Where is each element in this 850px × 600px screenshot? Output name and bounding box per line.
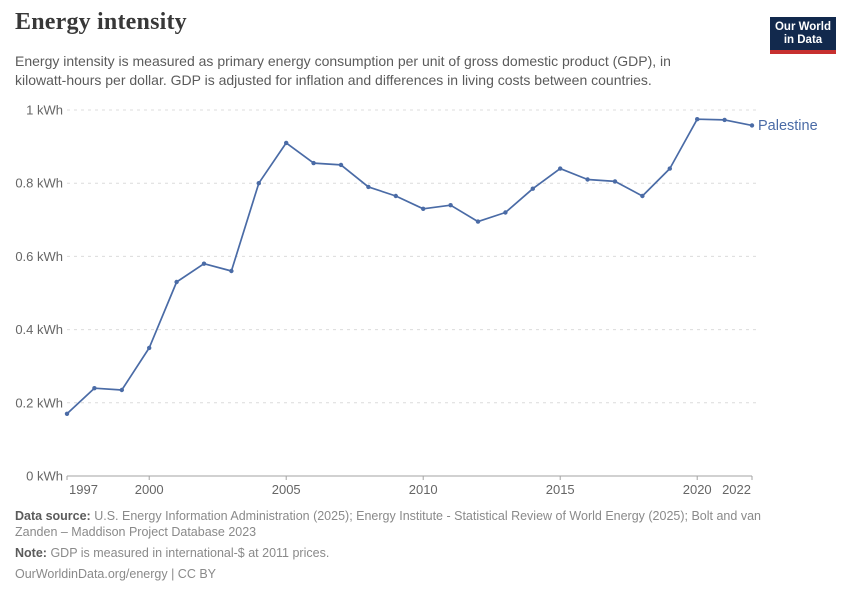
- page-title: Energy intensity: [15, 9, 187, 35]
- data-point: [421, 206, 426, 211]
- owid-logo-line1: Our World: [774, 21, 831, 33]
- owid-logo[interactable]: Our World in Data: [770, 17, 836, 54]
- data-point: [201, 261, 207, 266]
- note-line: Note: GDP is measured in international-$…: [15, 545, 827, 561]
- note-text: GDP is measured in international-$ at 20…: [50, 546, 330, 560]
- data-source-line: Data source: U.S. Energy Information Adm…: [15, 508, 827, 540]
- data-point: [119, 387, 125, 393]
- data-point: [530, 186, 535, 191]
- data-point: [475, 219, 481, 224]
- note-label: Note:: [15, 546, 47, 560]
- data-source-label: Data source:: [15, 509, 91, 523]
- x-tick-label: 2015: [546, 482, 575, 497]
- data-point: [338, 162, 344, 168]
- chart-subtitle: Energy intensity is measured as primary …: [15, 53, 671, 88]
- chart-footer: Data source: U.S. Energy Information Adm…: [15, 508, 827, 587]
- citation-line: OurWorldinData.org/energy | CC BY: [15, 567, 217, 581]
- y-tick-label: 1 kWh: [26, 103, 63, 118]
- x-tick-label: 2022: [722, 482, 751, 497]
- data-point: [64, 411, 70, 416]
- x-tick-label: 1997: [69, 482, 98, 497]
- x-tick-label: 2000: [135, 482, 164, 497]
- x-tick-label: 2010: [409, 482, 438, 497]
- data-point: [147, 345, 152, 351]
- y-tick-label: 0.2 kWh: [15, 395, 63, 410]
- y-tick-label: 0.8 kWh: [15, 176, 63, 191]
- data-point: [256, 181, 261, 186]
- data-point: [612, 179, 618, 184]
- x-tick-label: 2020: [683, 482, 712, 497]
- owid-logo-line2: in Data: [783, 34, 823, 46]
- data-point: [366, 184, 371, 190]
- y-tick-label: 0.4 kWh: [15, 322, 63, 337]
- data-point: [92, 386, 97, 391]
- data-point: [393, 193, 398, 199]
- entity-label: Palestine: [758, 118, 818, 134]
- data-point: [749, 123, 755, 128]
- trend-line: [66, 118, 753, 415]
- data-point: [722, 117, 727, 123]
- y-tick-label: 0 kWh: [26, 469, 63, 484]
- data-point: [503, 210, 508, 215]
- data-point: [585, 177, 590, 182]
- x-tick-label: 2005: [272, 482, 301, 497]
- data-point: [311, 160, 316, 166]
- data-point: [695, 117, 700, 122]
- data-point: [448, 203, 453, 208]
- y-tick-label: 0.6 kWh: [15, 249, 63, 264]
- data-point: [229, 268, 234, 274]
- data-source-text: U.S. Energy Information Administration (…: [15, 509, 761, 539]
- data-point: [640, 193, 645, 199]
- data-point: [174, 279, 179, 285]
- data-point: [558, 166, 563, 171]
- data-point: [667, 166, 672, 171]
- data-point: [284, 140, 289, 146]
